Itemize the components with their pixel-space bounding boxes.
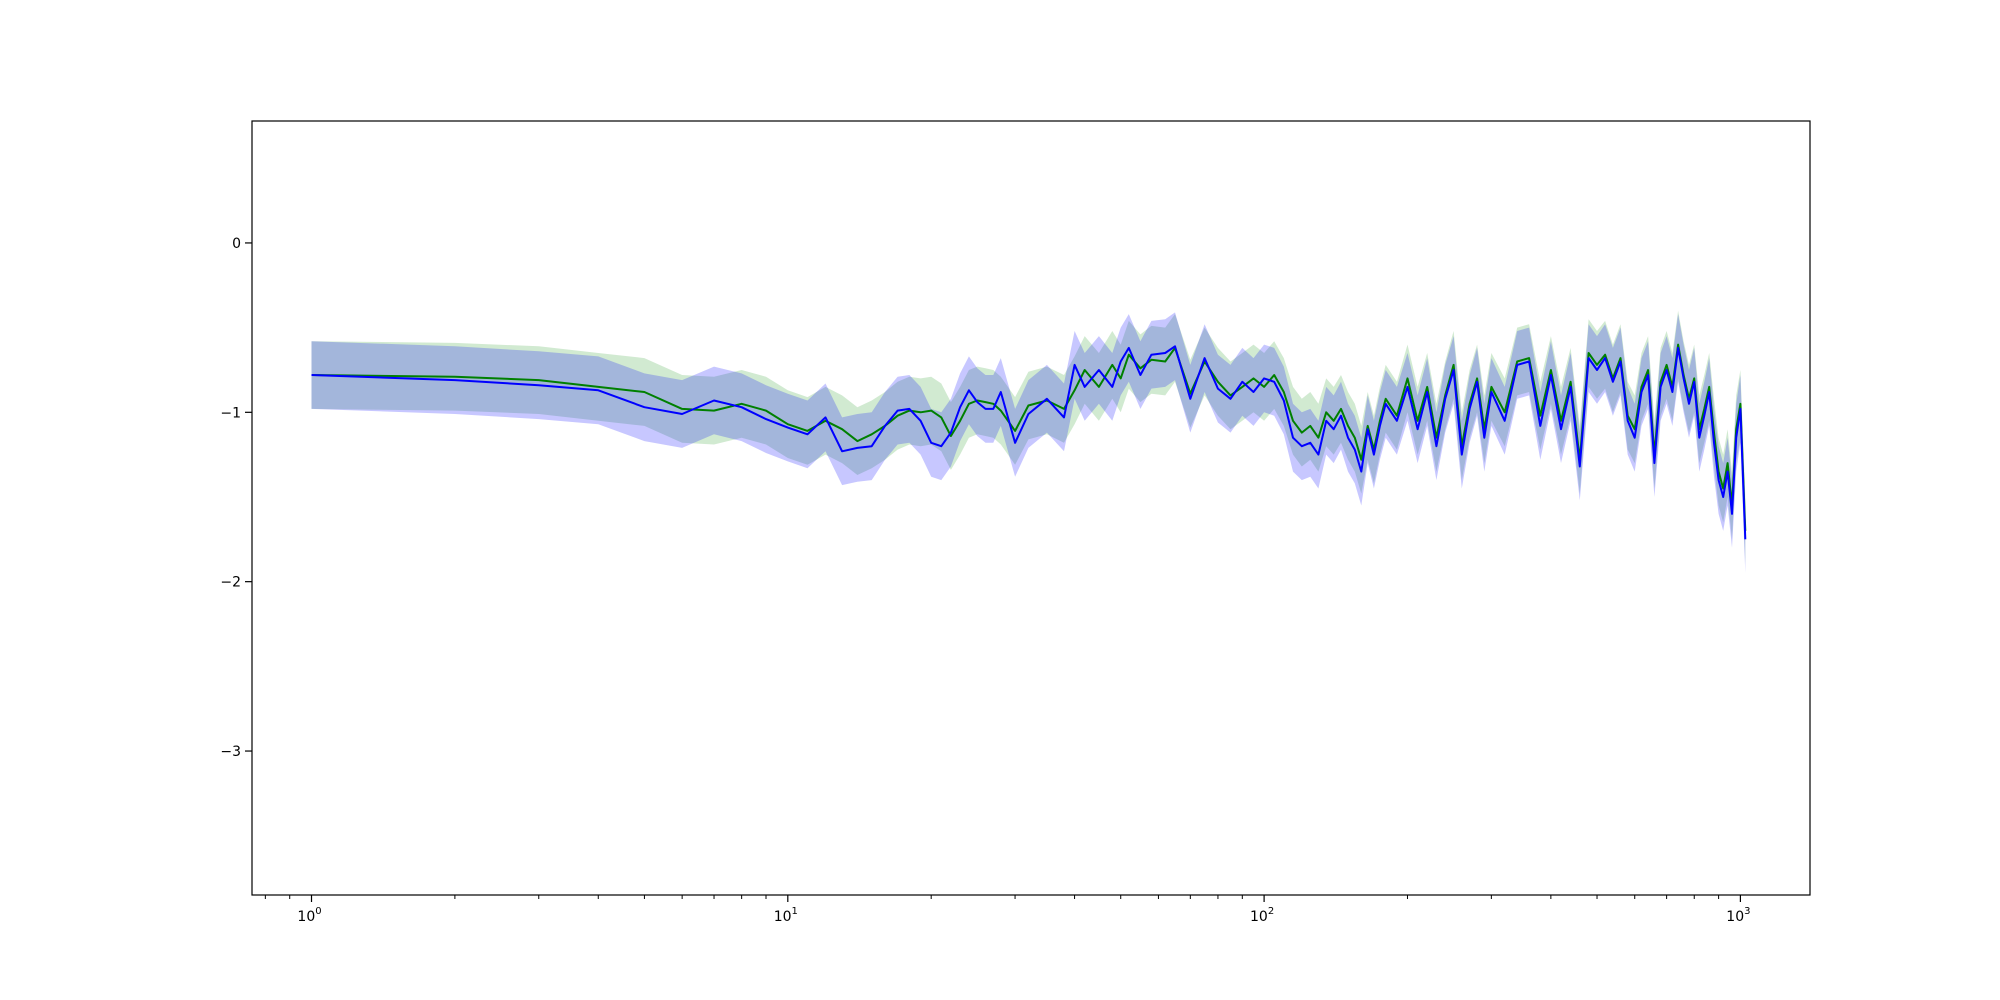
plot-area [311, 310, 1747, 574]
y-tick-label: −3 [220, 744, 241, 760]
x-axis: 100 101 102 103 [264, 895, 1751, 925]
series-1-line [311, 345, 1747, 540]
y-tick-label: 0 [232, 236, 241, 252]
series-1-confidence-band [311, 312, 1746, 574]
y-axis: 0 −1 −2 −3 [220, 236, 252, 760]
x-tick-label: 103 [1726, 906, 1750, 925]
axes-frame [251, 120, 1811, 896]
y-tick-label: −1 [220, 405, 241, 421]
series-0-confidence-band [311, 310, 1746, 565]
x-tick-label: 100 [297, 906, 321, 925]
y-tick-label: −2 [220, 575, 241, 591]
x-tick-label: 101 [774, 906, 798, 925]
x-tick-label: 102 [1250, 906, 1274, 925]
